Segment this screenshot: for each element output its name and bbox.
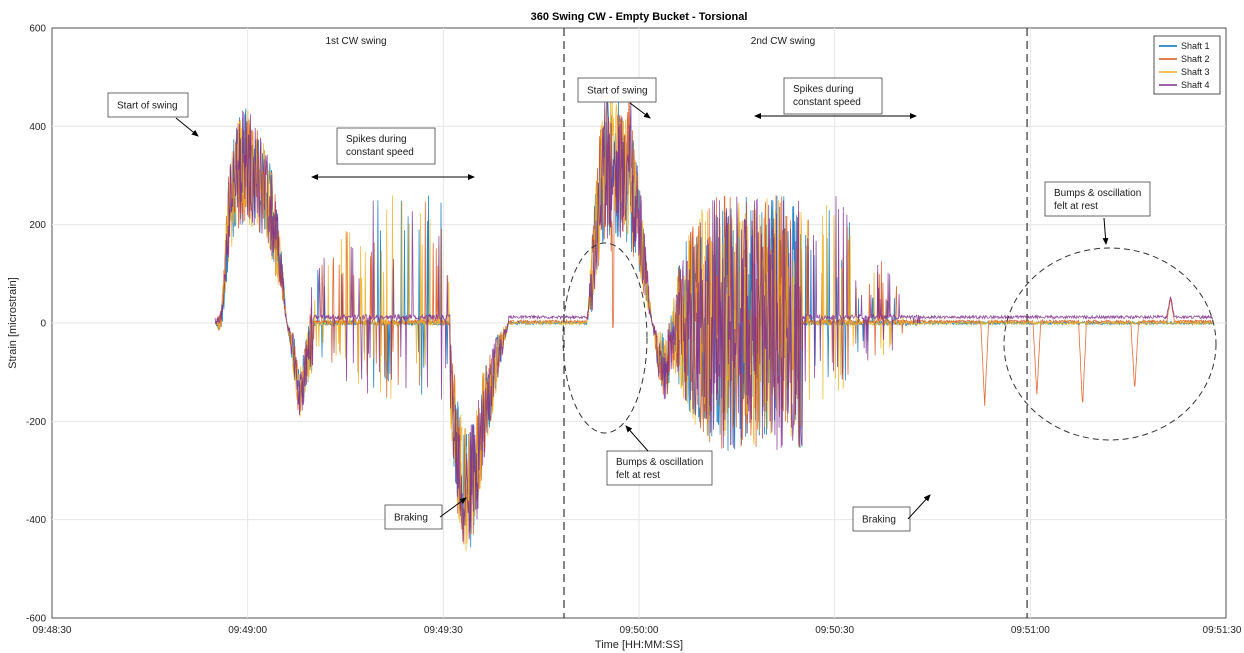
annotation-arrow — [175, 117, 199, 137]
y-tick-label: 200 — [29, 220, 46, 231]
annotation-text: felt at rest — [1054, 201, 1098, 212]
annotation-text: felt at rest — [616, 470, 660, 481]
annotation-text: Bumps & oscillation — [1054, 188, 1141, 199]
legend-label: Shaft 1 — [1181, 41, 1210, 51]
annotation-box — [384, 504, 443, 530]
annotation-text: Spikes during — [346, 134, 407, 145]
section-label: 2nd CW swing — [751, 36, 815, 47]
y-tick-labels: -600 -400 -200 0 200 400 600 — [26, 24, 46, 625]
y-axis-label: Strain [microstrain] — [7, 277, 19, 369]
section-label: 1st CW swing — [325, 36, 386, 47]
annotation-box — [1044, 181, 1151, 217]
annotation: Bumps & oscillation felt at rest — [1044, 181, 1151, 245]
rest-circles — [562, 242, 1217, 441]
y-tick-label: 0 — [40, 319, 46, 330]
annotation: Braking — [384, 497, 467, 530]
x-tick-label: 09:51:30 — [1203, 625, 1242, 636]
annotation-text: constant speed — [793, 97, 861, 108]
x-tick-label: 09:50:30 — [815, 625, 854, 636]
legend-label: Shaft 2 — [1181, 54, 1210, 64]
x-tick-label: 09:49:30 — [424, 625, 463, 636]
annotation-arrow — [1102, 217, 1109, 245]
annotation-text: Spikes during — [793, 84, 854, 95]
x-tick-labels: 09:48:30 09:49:00 09:49:30 09:50:00 09:50:30… — [33, 625, 1242, 636]
legend-label: Shaft 4 — [1181, 80, 1210, 90]
annotations: Start of swing Spikes during constant spee… — [107, 77, 1151, 532]
annotation-arrow — [629, 102, 651, 119]
annotation-arrow — [439, 497, 467, 518]
annotation-text: Braking — [394, 513, 428, 524]
annotation-text: Start of swing — [587, 86, 648, 97]
legend: Shaft 1 Shaft 2 Shaft 3 Shaft 4 — [1153, 35, 1221, 95]
annotation-text: constant speed — [346, 147, 414, 158]
annotation-box — [783, 77, 883, 115]
annotation-box — [107, 92, 189, 118]
y-tick-label: -200 — [26, 417, 46, 428]
x-tick-label: 09:51:00 — [1011, 625, 1050, 636]
chart-title: 360 Swing CW - Empty Bucket - Torsional — [531, 11, 748, 23]
annotation: Start of swing — [107, 92, 199, 137]
rest-circle-second — [1003, 247, 1217, 441]
x-tick-label: 09:48:30 — [33, 625, 72, 636]
legend-label: Shaft 3 — [1181, 67, 1210, 77]
annotation: Braking — [852, 494, 931, 532]
y-tick-label: -600 — [26, 614, 46, 625]
annotation: Spikes during constant speed — [336, 127, 436, 165]
x-tick-label: 09:49:00 — [228, 625, 267, 636]
y-tick-label: 400 — [29, 122, 46, 133]
annotation-text: Bumps & oscillation — [616, 457, 703, 468]
series-traces — [214, 88, 1214, 552]
trace-shaft-4 — [214, 95, 1214, 542]
annotation-box — [577, 77, 657, 103]
swing-dividers — [563, 28, 1028, 618]
annotation-text: Start of swing — [117, 101, 178, 112]
annotation: Spikes during constant speed — [783, 77, 883, 115]
annotation-box — [606, 450, 713, 486]
x-tick-label: 09:50:00 — [620, 625, 659, 636]
annotation: Start of swing — [577, 77, 657, 119]
annotation-arrow — [625, 425, 649, 452]
annotation-box — [336, 127, 436, 165]
rest-circle-first — [562, 242, 648, 434]
annotation-text: Braking — [862, 515, 896, 526]
annotation-box — [852, 506, 911, 532]
annotation: Bumps & oscillation felt at rest — [606, 425, 713, 486]
y-tick-label: -400 — [26, 515, 46, 526]
section-labels: 1st CW swing 2nd CW swing — [325, 36, 815, 47]
y-tick-label: 600 — [29, 24, 46, 35]
x-axis-label: Time [HH:MM:SS] — [595, 639, 683, 651]
annotation-arrow — [907, 494, 931, 520]
